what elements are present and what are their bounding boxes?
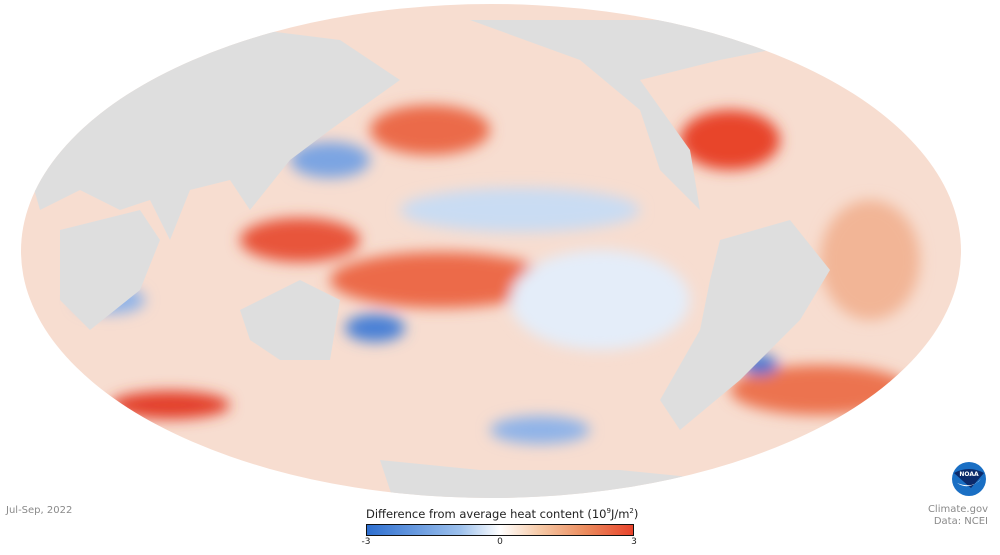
antarctica <box>380 460 720 498</box>
australia <box>240 280 340 360</box>
south-america <box>660 220 830 430</box>
tick-max: 3 <box>631 537 637 547</box>
svg-text:NOAA: NOAA <box>959 471 979 478</box>
north-america <box>470 20 820 210</box>
heat-content-map <box>21 4 961 498</box>
noaa-logo-icon: NOAA <box>952 462 986 496</box>
color-legend: Difference from average heat content (10… <box>362 507 639 548</box>
period-label: Jul-Sep, 2022 <box>6 505 73 516</box>
legend-unit: (109J/m2) <box>587 507 639 521</box>
legend-ticks: -3 0 3 <box>362 536 637 548</box>
data-credit: Data: NCEI <box>933 516 988 527</box>
tick-min: -3 <box>361 537 371 547</box>
legend-title: Difference from average heat content (10… <box>366 507 639 521</box>
credits: Climate.gov Data: NCEI <box>928 504 988 528</box>
color-scale-bar <box>366 524 634 536</box>
anomaly-field <box>75 105 920 444</box>
source-credit: Climate.gov <box>927 504 988 515</box>
tick-mid: 0 <box>497 537 503 547</box>
africa <box>60 210 160 330</box>
